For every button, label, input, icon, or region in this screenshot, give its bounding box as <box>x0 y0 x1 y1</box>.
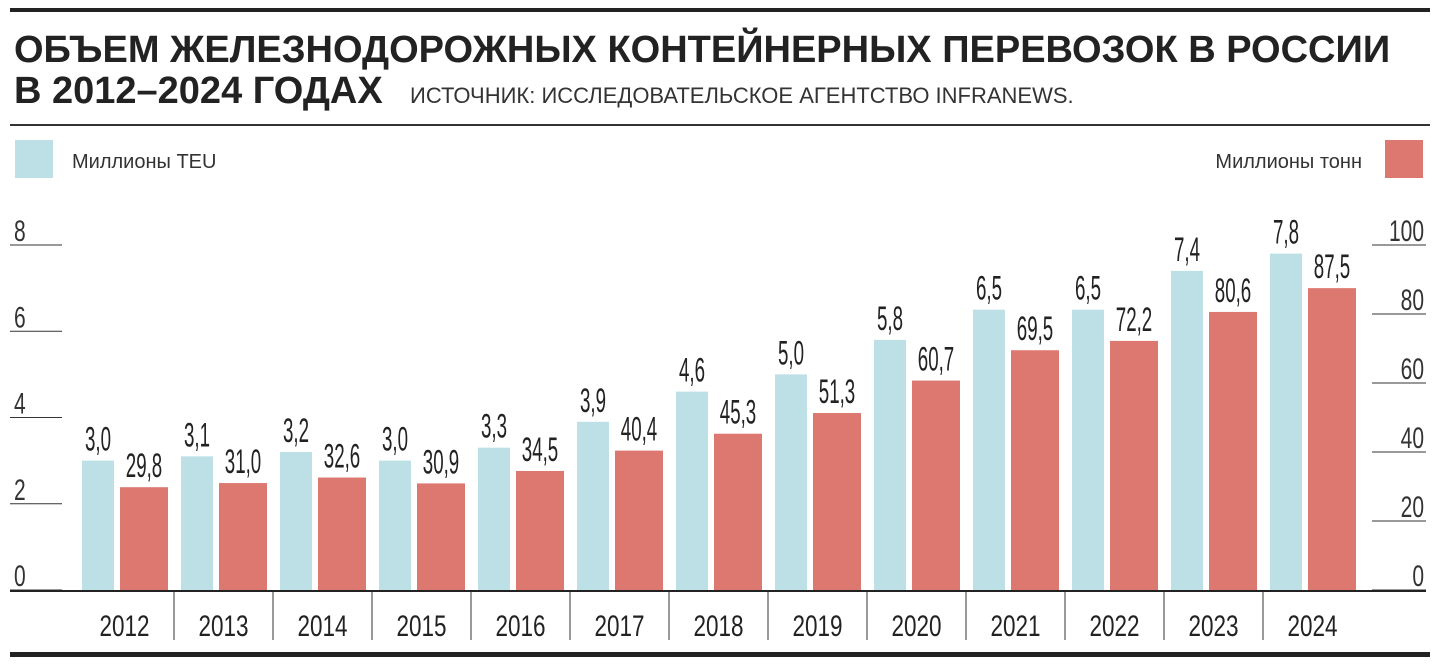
value-label: 40,4 <box>621 410 657 448</box>
value-label: 7,8 <box>1273 213 1299 251</box>
value-label: 72,2 <box>1116 300 1152 338</box>
legend-swatch <box>1385 140 1423 178</box>
value-label: 3,0 <box>382 420 408 458</box>
title-rule <box>10 124 1430 126</box>
bar <box>379 460 411 590</box>
value-label: 3,0 <box>85 420 111 458</box>
bar <box>1171 270 1203 590</box>
y2-tick-label: 100 <box>1389 216 1424 248</box>
top-rule <box>10 8 1430 12</box>
bar <box>1209 311 1257 590</box>
value-label: 6,5 <box>976 269 1002 307</box>
bar <box>714 433 762 590</box>
bar <box>417 483 465 590</box>
bar <box>219 483 267 590</box>
legend-label: Миллионы TEU <box>72 151 216 173</box>
x-tick-label: 2017 <box>594 609 644 643</box>
bar <box>1308 288 1356 590</box>
bar <box>318 477 366 590</box>
value-label: 31,0 <box>225 442 261 480</box>
y-tick-label: 8 <box>14 216 26 248</box>
x-tick-label: 2023 <box>1188 609 1238 643</box>
value-label: 5,0 <box>778 333 804 371</box>
value-label: 34,5 <box>522 430 558 468</box>
bar <box>813 413 861 590</box>
y-tick-label: 6 <box>14 302 26 334</box>
y2-tick-label: 60 <box>1401 354 1424 386</box>
value-label: 3,2 <box>283 411 309 449</box>
legend-swatch <box>15 140 53 178</box>
x-tick-label: 2022 <box>1089 609 1139 643</box>
y-tick-label: 0 <box>14 561 26 593</box>
y2-tick-label: 80 <box>1401 285 1424 317</box>
bar <box>874 339 906 590</box>
x-tick-label: 2021 <box>990 609 1040 643</box>
bar <box>478 447 510 590</box>
x-tick-label: 2013 <box>198 609 248 643</box>
bar <box>775 374 807 590</box>
value-label: 87,5 <box>1314 247 1350 285</box>
source: ИСТОЧНИК: ИССЛЕДОВАТЕЛЬСКОЕ АГЕНТСТВО IN… <box>410 83 1074 108</box>
bar <box>676 391 708 590</box>
bar <box>280 452 312 590</box>
y2-tick-label: 0 <box>1412 561 1424 593</box>
value-label: 51,3 <box>819 372 855 410</box>
bar <box>1011 350 1059 590</box>
x-tick-label: 2016 <box>495 609 545 643</box>
value-label: 3,3 <box>481 407 507 445</box>
value-label: 29,8 <box>126 446 162 484</box>
y-tick-label: 4 <box>14 388 26 420</box>
value-label: 6,5 <box>1075 269 1101 307</box>
value-label: 4,6 <box>679 351 705 389</box>
value-label: 3,9 <box>580 381 606 419</box>
value-label: 7,4 <box>1174 230 1200 268</box>
x-tick-label: 2014 <box>297 609 347 643</box>
value-label: 3,1 <box>184 415 210 453</box>
chart-subtitle: В 2012–2024 ГОДАХ <box>14 70 383 112</box>
bar <box>973 309 1005 590</box>
bar <box>1270 253 1302 590</box>
bar <box>577 421 609 590</box>
x-tick-label: 2020 <box>891 609 941 643</box>
x-tick-label: 2015 <box>396 609 446 643</box>
bar <box>1110 340 1158 590</box>
value-label: 45,3 <box>720 393 756 431</box>
value-label: 80,6 <box>1215 271 1251 309</box>
value-label: 30,9 <box>423 442 459 480</box>
value-label: 69,5 <box>1017 309 1053 347</box>
value-label: 60,7 <box>918 340 954 378</box>
bottom-rule <box>10 652 1430 657</box>
bar <box>615 450 663 590</box>
x-tick-label: 2018 <box>693 609 743 643</box>
bar <box>912 380 960 590</box>
bar <box>120 487 168 590</box>
bar <box>516 470 564 590</box>
bar <box>1072 309 1104 590</box>
bar <box>82 460 114 590</box>
x-tick-label: 2019 <box>792 609 842 643</box>
y-tick-label: 2 <box>14 474 26 506</box>
x-tick-label: 2024 <box>1287 609 1337 643</box>
y2-tick-label: 20 <box>1401 492 1424 524</box>
legend-label: Миллионы тонн <box>1215 151 1362 173</box>
y2-tick-label: 40 <box>1401 423 1424 455</box>
value-label: 32,6 <box>324 437 360 475</box>
bar <box>181 456 213 590</box>
chart-title: ОБЪЕМ ЖЕЛЕЗНОДОРОЖНЫХ КОНТЕЙНЕРНЫХ ПЕРЕВ… <box>14 26 1390 71</box>
value-label: 5,8 <box>877 299 903 337</box>
x-tick-label: 2012 <box>99 609 149 643</box>
